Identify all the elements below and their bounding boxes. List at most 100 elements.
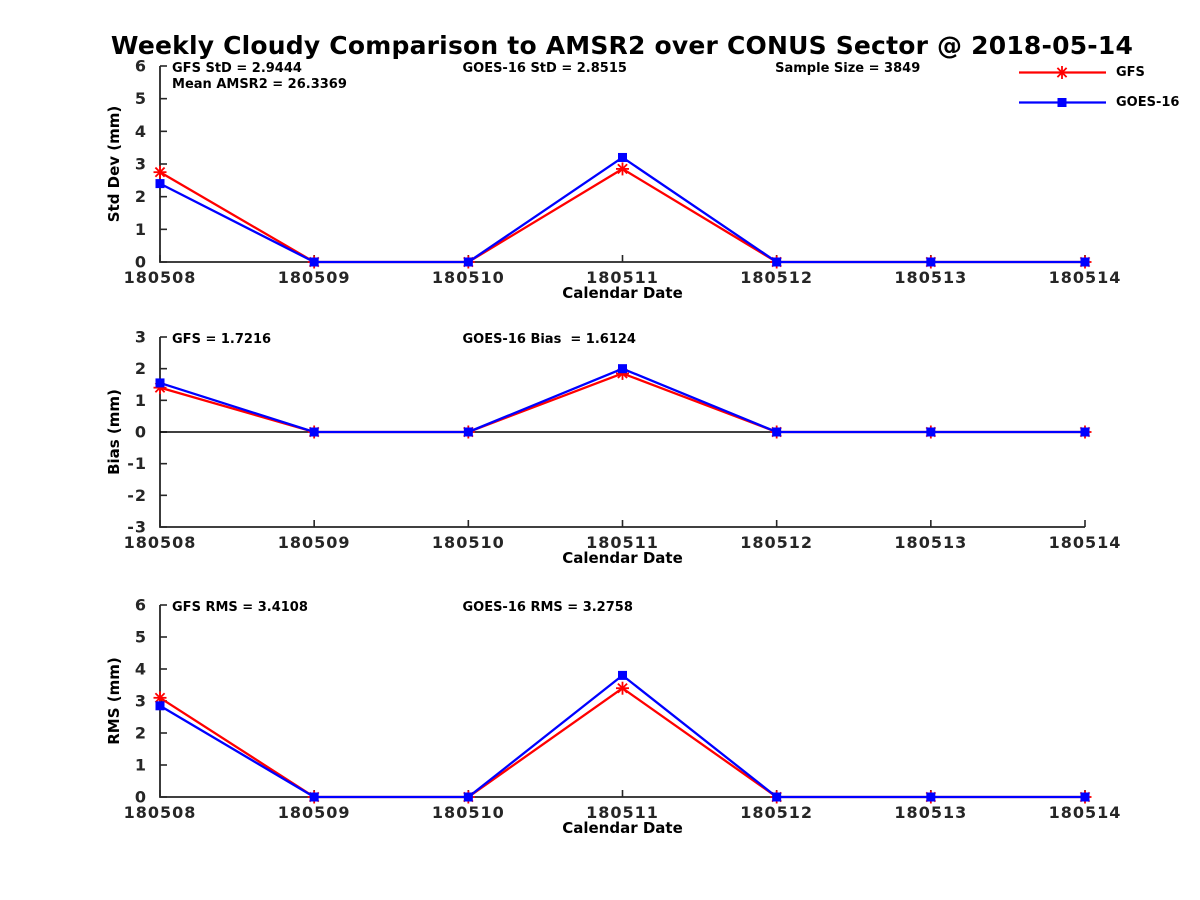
x-axis-label: Calendar Date: [562, 549, 683, 567]
x-tick-label: 180512: [740, 268, 813, 287]
panel-std-dev-mm: 0 1 2 3 4 5 6 180508 180509 180510 180511 180512 180…: [105, 57, 1122, 303]
goes-16-marker: [1080, 427, 1090, 437]
panel-bias-mm: -3 -2 -1 0 1 2 3 180508 180509 180510 180511 180512…: [105, 328, 1122, 568]
y-tick-label: 2: [135, 187, 147, 206]
y-axis-label: RMS (mm): [105, 657, 123, 744]
x-axis-label: Calendar Date: [562, 819, 683, 837]
x-tick-label: 180511: [586, 268, 659, 287]
goes-16-marker: [926, 792, 936, 802]
y-tick-label: 3: [135, 328, 147, 347]
y-tick-label: 1: [135, 391, 147, 410]
goes-16-marker: [155, 701, 165, 711]
y-tick-label: 5: [135, 628, 147, 647]
x-tick-label: 180509: [278, 268, 351, 287]
x-tick-label: 180512: [740, 533, 813, 552]
goes-16-marker: [772, 257, 782, 267]
gfs-line-swatch: [1019, 66, 1106, 79]
goes-16-marker: [463, 792, 473, 802]
x-tick-label: 180514: [1049, 533, 1122, 552]
x-tick-label: 180508: [124, 533, 197, 552]
goes-16-marker: [463, 257, 473, 267]
y-tick-label: 3: [135, 155, 147, 174]
goes-16-marker: [1080, 792, 1090, 802]
gfs-line: [159, 687, 1085, 799]
goes-16-marker: [155, 378, 165, 388]
y-tick-label: -2: [127, 486, 147, 505]
gfs-line: [159, 167, 1085, 264]
gfs-marker: [153, 165, 167, 179]
x-tick-label: 180508: [124, 268, 197, 287]
y-tick-label: 2: [135, 724, 147, 743]
annotation: GFS = 1.7216: [172, 332, 271, 347]
goes-16-marker: [618, 364, 627, 374]
goes-16-marker: [463, 427, 473, 437]
legend-label-goes16: GOES-16: [1116, 95, 1180, 110]
annotation: GFS StD = 2.9444: [172, 61, 302, 76]
x-tick-label: 180514: [1049, 268, 1122, 287]
y-tick-label: 0: [135, 788, 147, 807]
legend-item-goes16: GOES-16: [1018, 94, 1179, 111]
goes-16-marker: [309, 792, 319, 802]
gfs-marker: [153, 691, 167, 705]
y-tick-label: 3: [135, 692, 147, 711]
x-tick-label: 180513: [894, 803, 967, 822]
goes-16-marker: [309, 427, 319, 437]
x-tick-label: 180513: [894, 268, 967, 287]
y-tick-label: 2: [135, 359, 147, 378]
y-tick-label: -3: [127, 518, 147, 537]
annotation: GOES-16 RMS = 3.2758: [462, 600, 632, 615]
goes-16-marker: [772, 792, 782, 802]
legend-item-gfs: GFS: [1018, 64, 1179, 81]
annotation: Mean AMSR2 = 26.3369: [172, 77, 347, 92]
x-tick-label: 180514: [1049, 803, 1122, 822]
annotation: Sample Size = 3849: [775, 61, 920, 76]
y-tick-label: 6: [135, 596, 147, 615]
x-tick-label: 180510: [432, 533, 505, 552]
goes-16-marker: [309, 257, 319, 267]
x-tick-label: 180511: [586, 533, 659, 552]
y-tick-label: 5: [135, 89, 147, 108]
gfs-line: [159, 372, 1085, 434]
goes-16-marker: [926, 427, 936, 437]
y-tick-label: 4: [135, 122, 147, 141]
annotation: GOES-16 StD = 2.8515: [462, 61, 626, 76]
axis: [159, 605, 1085, 798]
x-tick-label: 180509: [278, 533, 351, 552]
y-tick-label: 0: [135, 253, 147, 272]
legend: GFS GOES-16: [1018, 64, 1179, 124]
goes-16-marker: [618, 152, 627, 162]
panel-rms-mm: 0 1 2 3 4 5 6 180508 180509 180510 180511 180512 180…: [105, 596, 1122, 838]
y-tick-label: 0: [135, 423, 147, 442]
goes-16-marker: [1080, 257, 1090, 267]
goes-16-marker: [926, 257, 936, 267]
x-tick-label: 180509: [278, 803, 351, 822]
x-tick-label: 180510: [432, 803, 505, 822]
annotation: GOES-16 Bias = 1.6124: [462, 332, 635, 347]
x-axis-label: Calendar Date: [562, 284, 683, 302]
y-axis-label: Std Dev (mm): [105, 106, 123, 223]
x-tick-label: 180512: [740, 803, 813, 822]
goes-16-legend-marker: [1057, 98, 1067, 107]
x-tick-label: 180511: [586, 803, 659, 822]
x-tick-label: 180510: [432, 268, 505, 287]
goes-16-marker: [155, 179, 165, 189]
figure-title: Weekly Cloudy Comparison to AMSR2 over C…: [110, 31, 1134, 60]
goes-16-line-swatch: [1019, 98, 1106, 107]
goes-16-marker: [618, 670, 627, 680]
gfs-marker: [616, 162, 629, 176]
y-axis-label: Bias (mm): [105, 389, 123, 475]
x-tick-label: 180508: [124, 803, 197, 822]
y-tick-label: 1: [135, 756, 147, 775]
y-tick-label: 1: [135, 220, 147, 239]
annotation: GFS RMS = 3.4108: [172, 600, 308, 615]
y-tick-label: 6: [135, 57, 147, 76]
gfs-marker: [616, 681, 629, 695]
gfs-legend-marker: [1055, 66, 1069, 79]
y-tick-label: -1: [127, 454, 147, 473]
y-tick-label: 4: [135, 660, 147, 679]
x-tick-label: 180513: [894, 533, 967, 552]
goes-16-marker: [772, 427, 782, 437]
legend-label-gfs: GFS: [1116, 65, 1145, 80]
